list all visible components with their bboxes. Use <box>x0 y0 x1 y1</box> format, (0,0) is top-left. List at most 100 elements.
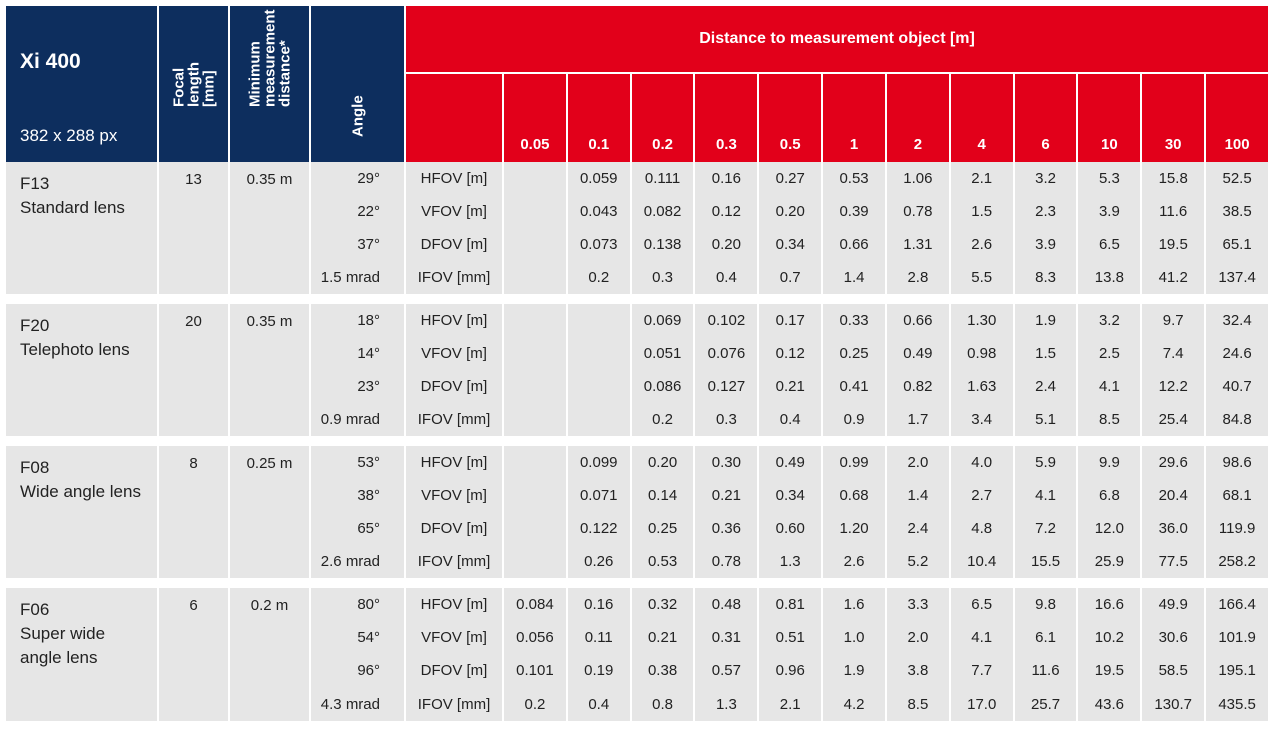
value-cell: 0.51 <box>758 621 824 654</box>
value-cell: 0.073 <box>566 228 632 261</box>
value-cell: 1.9 <box>822 654 887 687</box>
distance-header-cell: 0.5 <box>758 73 824 162</box>
value-cell: 3.4 <box>949 403 1015 436</box>
value-cell: 0.127 <box>694 370 760 403</box>
fov-type-cell: HFOV [m] <box>405 446 504 479</box>
value-cell: 0.111 <box>630 162 696 195</box>
model-header: Xi 400 382 x 288 px <box>6 6 159 162</box>
value-cell: 0.20 <box>630 446 696 479</box>
focal-length-header: Focal length [mm] <box>158 6 230 162</box>
value-cell: 52.5 <box>1205 162 1271 195</box>
value-cell: 84.8 <box>1205 403 1271 436</box>
min-distance-cell: 0.25 m <box>229 446 311 578</box>
value-cell: 2.4 <box>1013 370 1079 403</box>
value-cell: 1.0 <box>822 621 887 654</box>
fov-type-cell: VFOV [m] <box>405 621 504 654</box>
value-cell: 1.5 <box>949 195 1015 228</box>
value-cell: 0.4 <box>758 403 824 436</box>
fov-type-cell: VFOV [m] <box>405 195 504 228</box>
value-cell: 0.60 <box>758 512 824 545</box>
angle-cell: 80° <box>310 588 406 621</box>
value-cell: 0.34 <box>758 228 824 261</box>
value-cell: 25.7 <box>1013 687 1079 721</box>
value-cell: 0.27 <box>758 162 824 195</box>
angle-cell: 23° <box>310 370 406 403</box>
focal-length-cell: 6 <box>158 588 230 721</box>
value-cell: 40.7 <box>1205 370 1271 403</box>
fov-type-cell: IFOV [mm] <box>405 687 504 721</box>
value-cell: 166.4 <box>1205 588 1271 621</box>
value-cell: 2.3 <box>1013 195 1079 228</box>
distance-header-cell: 30 <box>1141 73 1207 162</box>
value-cell: 4.1 <box>1013 479 1079 512</box>
value-cell: 0.7 <box>758 261 824 294</box>
value-cell: 0.051 <box>630 337 696 370</box>
value-cell: 2.0 <box>885 446 951 479</box>
value-cell: 24.6 <box>1205 337 1271 370</box>
value-cell: 3.2 <box>1013 162 1079 195</box>
value-cell: 15.8 <box>1141 162 1207 195</box>
angle-cell: 65° <box>310 512 406 545</box>
value-cell: 5.1 <box>1013 403 1079 436</box>
separator-cell <box>6 294 1270 304</box>
lens-name-cell: F13 Standard lens <box>6 162 159 294</box>
value-cell: 0.086 <box>630 370 696 403</box>
value-cell <box>566 304 632 337</box>
min-distance-header: Minimum measurement distance* <box>229 6 311 162</box>
value-cell: 13.8 <box>1077 261 1143 294</box>
value-cell <box>503 228 568 261</box>
value-cell: 43.6 <box>1077 687 1143 721</box>
value-cell: 30.6 <box>1141 621 1207 654</box>
value-cell: 0.3 <box>694 403 760 436</box>
angle-cell: 14° <box>310 337 406 370</box>
value-cell: 9.9 <box>1077 446 1143 479</box>
value-cell: 17.0 <box>949 687 1015 721</box>
distance-header-cell: 10 <box>1077 73 1143 162</box>
value-cell: 5.2 <box>885 545 951 578</box>
value-cell <box>503 195 568 228</box>
angle-cell: 0.9 mrad <box>310 403 406 436</box>
value-cell: 0.122 <box>566 512 632 545</box>
value-cell: 0.14 <box>630 479 696 512</box>
model-name: Xi 400 <box>20 50 81 73</box>
value-cell: 6.5 <box>949 588 1015 621</box>
value-cell: 41.2 <box>1141 261 1207 294</box>
fov-type-cell: VFOV [m] <box>405 337 504 370</box>
value-cell: 5.9 <box>1013 446 1079 479</box>
table-row: 22° VFOV [m] 0.043 0.082 0.12 0.20 0.39 0.78 1.5… <box>6 195 1271 228</box>
table-row: 54° VFOV [m] 0.056 0.11 0.21 0.31 0.51 1.0 2.0 4.… <box>6 621 1271 654</box>
value-cell: 58.5 <box>1141 654 1207 687</box>
value-cell: 0.101 <box>503 654 568 687</box>
value-cell: 0.53 <box>822 162 887 195</box>
value-cell: 68.1 <box>1205 479 1271 512</box>
lens-spec-table: Xi 400 382 x 288 px Focal length [mm] Mi… <box>6 6 1271 721</box>
value-cell: 0.26 <box>566 545 632 578</box>
table-row: 38° VFOV [m] 0.071 0.14 0.21 0.34 0.68 1.4 2.7 4.… <box>6 479 1271 512</box>
value-cell: 0.31 <box>694 621 760 654</box>
separator-cell <box>6 578 1270 588</box>
value-cell: 3.9 <box>1013 228 1079 261</box>
distance-header-cell: 0.05 <box>503 73 568 162</box>
group-separator <box>6 578 1270 588</box>
value-cell: 9.7 <box>1141 304 1207 337</box>
value-cell: 4.8 <box>949 512 1015 545</box>
value-cell: 5.3 <box>1077 162 1143 195</box>
value-cell: 12.2 <box>1141 370 1207 403</box>
value-cell: 2.6 <box>822 545 887 578</box>
value-cell: 3.9 <box>1077 195 1143 228</box>
angle-cell: 18° <box>310 304 406 337</box>
focal-length-cell: 8 <box>158 446 230 578</box>
value-cell: 2.0 <box>885 621 951 654</box>
value-cell: 7.2 <box>1013 512 1079 545</box>
distance-header-cell: 4 <box>949 73 1015 162</box>
value-cell: 65.1 <box>1205 228 1271 261</box>
lens-name: Standard lens <box>20 198 125 217</box>
value-cell: 0.16 <box>694 162 760 195</box>
value-cell: 435.5 <box>1205 687 1271 721</box>
value-cell: 0.071 <box>566 479 632 512</box>
angle-cell: 38° <box>310 479 406 512</box>
angle-header: Angle <box>310 6 406 162</box>
value-cell: 0.81 <box>758 588 824 621</box>
angle-cell: 22° <box>310 195 406 228</box>
value-cell: 1.30 <box>949 304 1015 337</box>
